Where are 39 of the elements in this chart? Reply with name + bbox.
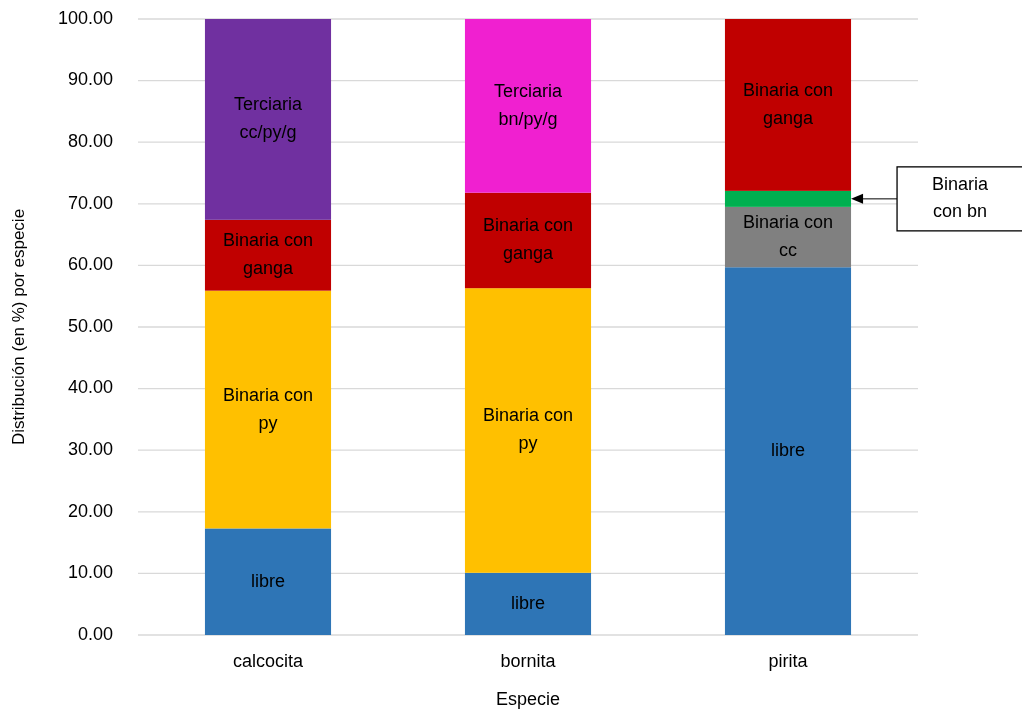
bar	[204, 290, 332, 529]
bar	[724, 19, 852, 191]
y-axis-title: Distribución (en %) por especie	[9, 208, 28, 446]
text: Binaria con ganga	[742, 79, 834, 128]
series-label: Binaria con cc	[742, 211, 834, 260]
text: Binaria con py	[222, 384, 314, 433]
x-axis-title: Especie	[495, 689, 561, 709]
y-tick-label: 20.00	[67, 500, 113, 521]
series-label: Binaria con ganga	[222, 229, 314, 278]
x-tick-label: calcocita	[232, 651, 304, 671]
y-tick-label: 70.00	[67, 192, 113, 213]
y-tick-label: 30.00	[67, 438, 113, 459]
bar	[464, 288, 592, 573]
bar	[464, 572, 592, 635]
bar	[464, 19, 592, 193]
bar	[204, 528, 332, 635]
text: Binaria con bn	[932, 174, 990, 222]
x-tick-label: bornita	[500, 651, 557, 671]
y-tick-label: 0.00	[77, 623, 113, 644]
series-label: Binaria con py	[482, 405, 574, 454]
bar	[724, 206, 852, 268]
text: libre	[770, 439, 806, 460]
y-tick-label: 90.00	[67, 69, 113, 90]
text: Binaria con ganga	[482, 215, 574, 264]
bar	[724, 267, 852, 635]
y-tick-label: 100.00	[57, 7, 113, 28]
series-label: libre	[510, 592, 546, 613]
y-tick-label: 50.00	[67, 315, 113, 336]
y-tick-label: 10.00	[67, 562, 113, 583]
bar	[204, 219, 332, 291]
y-tick-label: 60.00	[67, 254, 113, 275]
series-label: Terciaria cc/py/g	[233, 94, 303, 143]
y-tick-label: 80.00	[67, 130, 113, 151]
y-tick-label: 40.00	[67, 377, 113, 398]
bar	[464, 192, 592, 289]
x-tick-label: pirita	[768, 651, 809, 671]
series-label: Terciaria bn/py/g	[493, 80, 563, 129]
bar	[204, 19, 332, 220]
text: libre	[250, 570, 286, 591]
